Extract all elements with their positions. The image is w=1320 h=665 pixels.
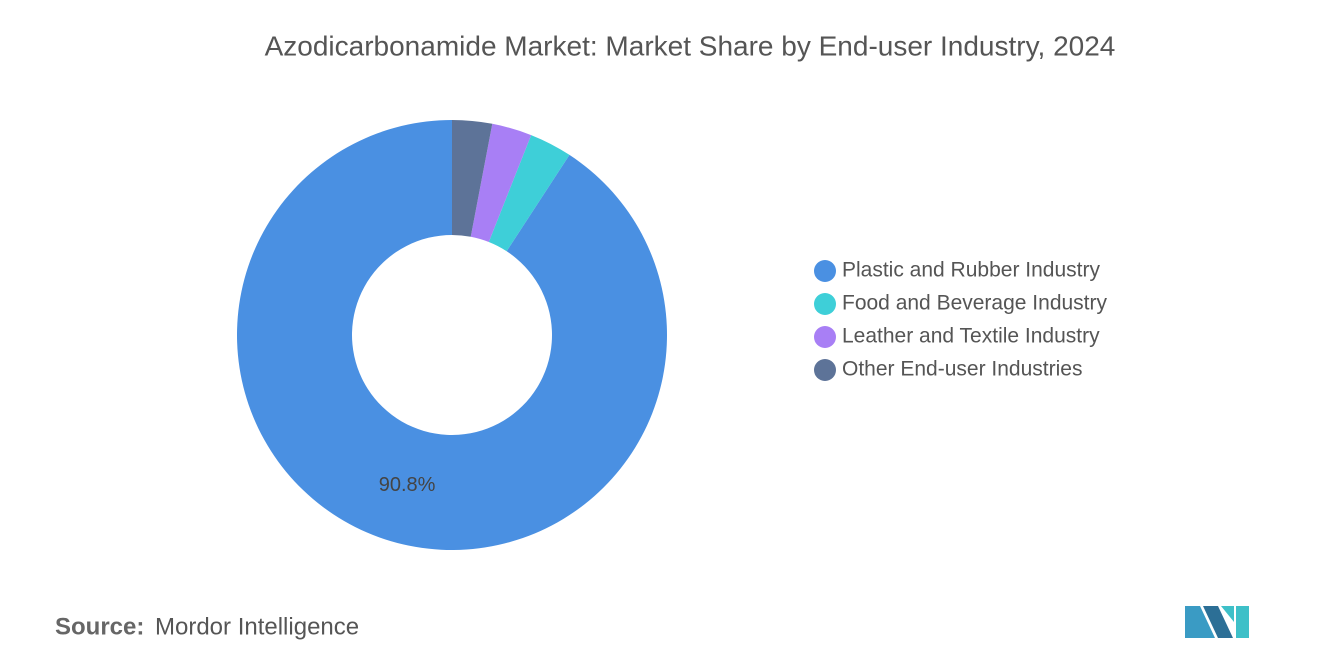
logo xyxy=(1185,606,1249,638)
slice xyxy=(237,120,668,551)
legend-label: Plastic and Rubber Industry xyxy=(842,259,1100,282)
legend-label: Food and Beverage Industry xyxy=(842,292,1108,315)
slice xyxy=(470,123,532,243)
slice xyxy=(452,120,493,237)
legend-marker xyxy=(814,359,836,381)
source-label: Source: xyxy=(55,613,144,640)
source: Mordor Intelligence xyxy=(155,613,359,640)
legend-marker xyxy=(814,260,836,282)
legend-marker xyxy=(814,293,836,315)
slice xyxy=(488,135,570,252)
chart-title: Azodicarbonamide Market: Market Share by… xyxy=(265,30,1116,61)
legend-marker xyxy=(814,326,836,348)
legend-label: Leather and Textile Industry xyxy=(842,325,1100,348)
legend-label: Other End-user Industries xyxy=(842,358,1082,381)
value-label: 90.8% xyxy=(379,474,436,496)
